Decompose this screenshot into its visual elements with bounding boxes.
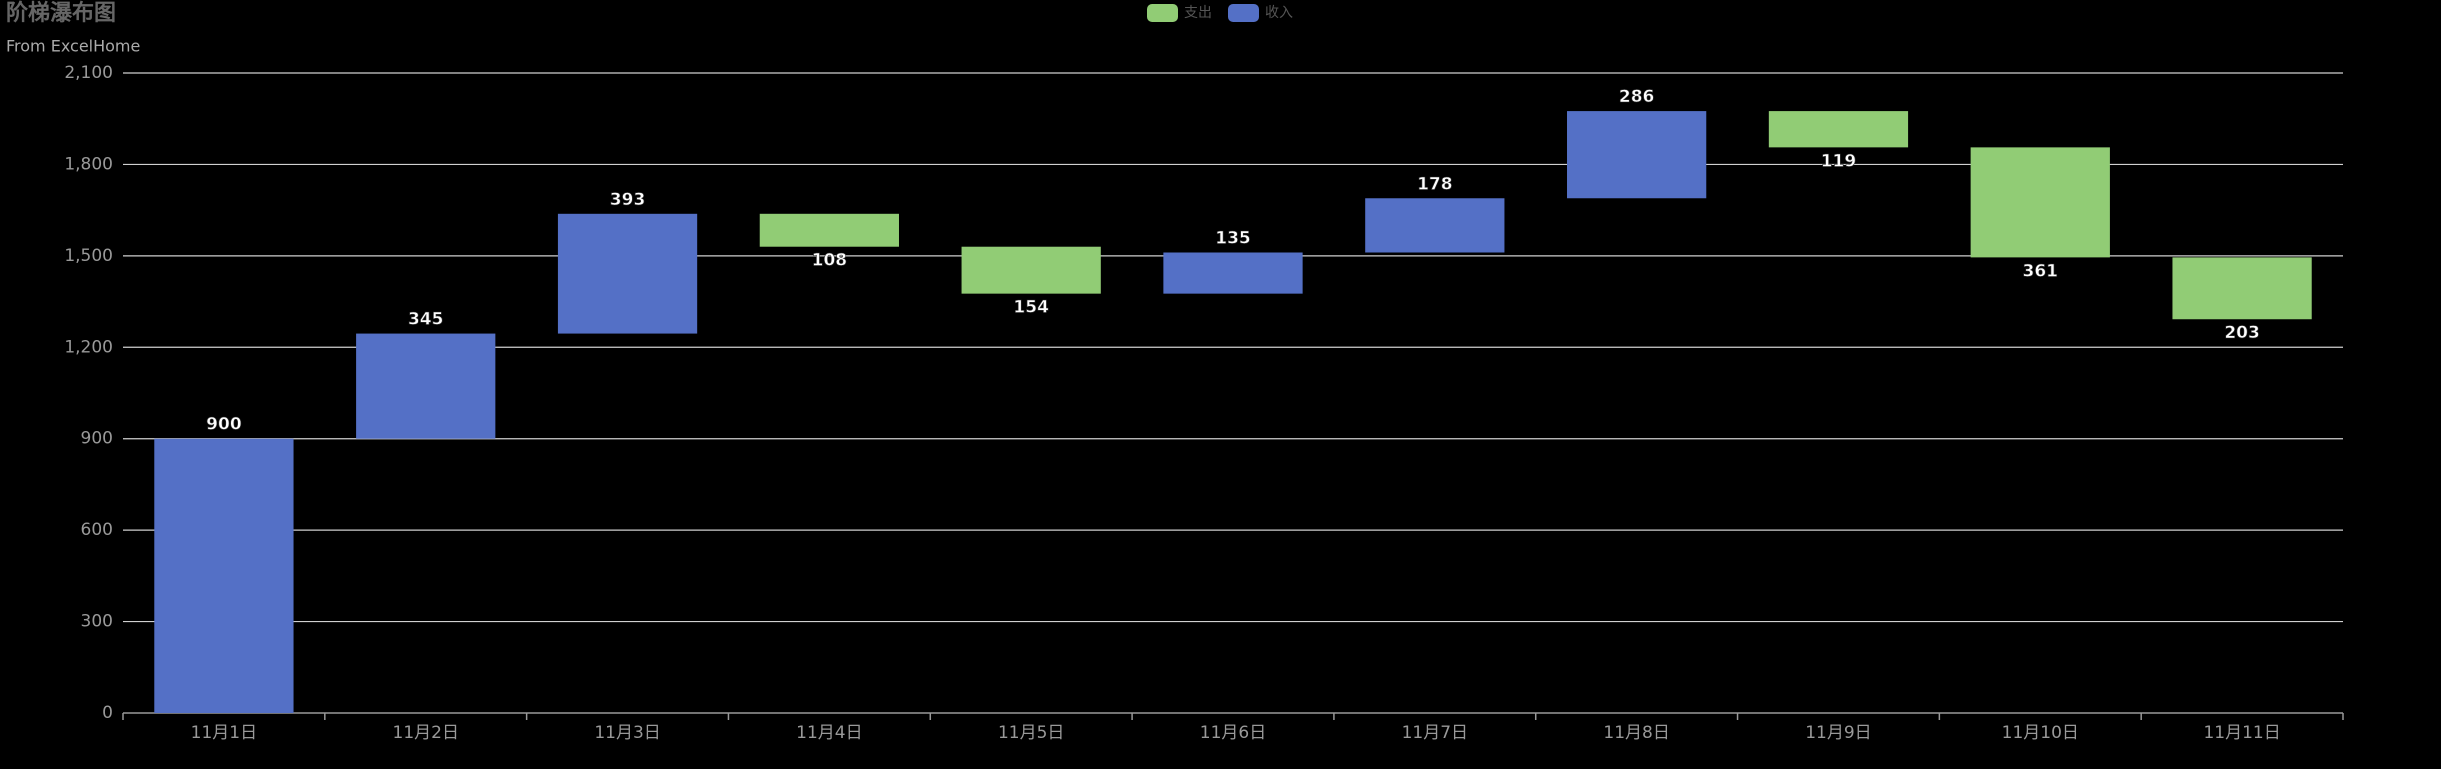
x-tick-label: 11月11日 [2203, 723, 2280, 743]
bar[interactable] [356, 333, 496, 439]
y-tick-label: 2,100 [64, 63, 113, 83]
value-label: 119 [1821, 151, 1857, 171]
legend-swatch[interactable] [1147, 4, 1178, 22]
chart-subtitle: From ExcelHome [6, 37, 140, 56]
legend-swatch[interactable] [1228, 4, 1259, 22]
value-label: 345 [408, 310, 444, 330]
value-label: 900 [206, 415, 242, 435]
x-tick-label: 11月8日 [1603, 723, 1669, 743]
x-tick-label: 11月5日 [998, 723, 1064, 743]
value-label: 108 [812, 251, 848, 271]
x-tick-label: 11月6日 [1200, 723, 1266, 743]
value-label: 203 [2224, 323, 2260, 343]
bar[interactable] [759, 213, 899, 247]
x-tick-label: 11月3日 [594, 723, 660, 743]
y-tick-label: 300 [81, 612, 113, 632]
bar[interactable] [154, 438, 294, 713]
chart-title: 阶梯瀑布图 [6, 0, 116, 26]
legend-label[interactable]: 收入 [1265, 5, 1293, 21]
bar[interactable] [1970, 147, 2110, 258]
value-label: 135 [1215, 229, 1251, 249]
bar[interactable] [1163, 252, 1303, 294]
bar[interactable] [557, 213, 698, 334]
x-tick-label: 11月9日 [1805, 723, 1871, 743]
y-tick-label: 1,800 [64, 154, 113, 174]
x-tick-label: 11月7日 [1402, 723, 1468, 743]
y-tick-label: 900 [81, 429, 113, 449]
y-tick-label: 1,500 [64, 246, 113, 266]
x-tick-label: 11月10日 [2002, 723, 2079, 743]
x-tick-label: 11月4日 [796, 723, 862, 743]
bar[interactable] [961, 246, 1101, 294]
x-tick-label: 11月2日 [393, 723, 459, 743]
value-label: 361 [2023, 261, 2059, 281]
bar[interactable] [2172, 257, 2312, 320]
value-label: 286 [1619, 87, 1655, 107]
bar[interactable] [1567, 111, 1707, 199]
legend-label[interactable]: 支出 [1184, 5, 1212, 21]
y-tick-label: 0 [102, 703, 113, 723]
y-tick-label: 1,200 [64, 337, 113, 357]
value-label: 154 [1013, 298, 1049, 318]
y-tick-label: 600 [81, 520, 113, 540]
bar[interactable] [1768, 111, 1909, 148]
x-tick-label: 11月1日 [191, 723, 257, 743]
value-label: 393 [610, 190, 646, 210]
value-label: 178 [1417, 174, 1453, 194]
bar[interactable] [1365, 198, 1505, 253]
